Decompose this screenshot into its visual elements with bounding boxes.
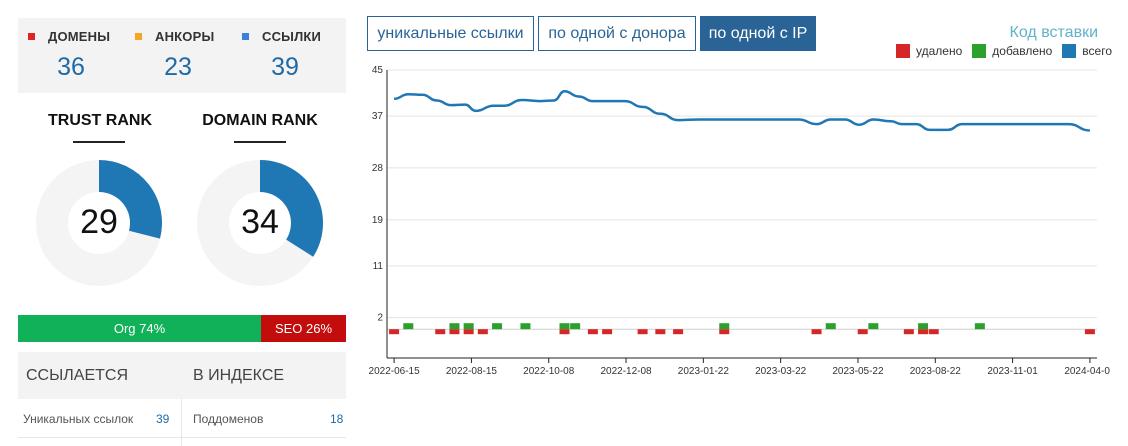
y-tick-label: 2 [377, 313, 383, 324]
added-bar [492, 323, 503, 330]
domain-rank-donut [197, 160, 323, 286]
divider [181, 399, 182, 446]
added-bar [868, 323, 879, 330]
x-tick-label: 2022-08-15 [446, 366, 498, 377]
stat-label: ССЫЛКИ [262, 29, 322, 44]
removed-bar [435, 329, 446, 335]
removed-bar [719, 329, 730, 335]
removed-bar [449, 329, 460, 335]
trust-rank-value: 29 [80, 203, 118, 241]
divider [18, 437, 346, 438]
seo-bar: SEO 26% [261, 315, 346, 342]
removed-bar [463, 329, 474, 335]
removed-bar [602, 329, 613, 335]
removed-bar [389, 329, 400, 335]
removed-bar [928, 329, 939, 335]
domain-rank-arc [259, 160, 323, 257]
links-chart: 45 37 28 19 11 2 2022-06-15 2022-08-15 2022-10-0… [369, 65, 1110, 377]
square-icon [28, 33, 35, 40]
removed-bar [673, 329, 684, 335]
removed-bar [559, 329, 570, 335]
stat-label: АНКОРЫ [155, 29, 215, 44]
x-tick-label: 2022-06-15 [369, 366, 421, 377]
removed-bar [811, 329, 822, 335]
unique-links-value[interactable]: 39 [156, 412, 170, 426]
y-tick-label: 11 [373, 261, 384, 272]
legend-label: удалено [916, 44, 963, 58]
removed-bar [587, 329, 598, 335]
stats-summary: ДОМЕНЫ 36 АНКОРЫ 23 ССЫЛКИ 39 [18, 18, 346, 93]
added-bar [559, 323, 570, 330]
x-tick-label: 2023-03-22 [755, 366, 807, 377]
embed-code-link[interactable]: Код вставки [1009, 24, 1098, 41]
trust-rank-title: TRUST RANK [48, 112, 152, 129]
y-tick-label: 45 [372, 65, 384, 76]
added-bar [403, 323, 414, 330]
square-icon [135, 33, 142, 40]
stat-value: 23 [164, 53, 192, 81]
unique-links-label: Уникальных ссылок [23, 412, 134, 426]
added-bar [520, 323, 531, 330]
y-tick-label: 37 [372, 111, 384, 122]
x-tick-label: 2023-05-22 [832, 366, 884, 377]
square-icon [242, 33, 249, 40]
stat-label: ДОМЕНЫ [48, 29, 111, 44]
removed-bar [918, 329, 929, 335]
removed-bar [637, 329, 648, 335]
added-bar [719, 323, 730, 330]
divider [234, 141, 286, 143]
added-bar [449, 323, 460, 330]
tab-unique-links[interactable]: уникальные ссылки [367, 16, 534, 51]
y-tick-label: 19 [372, 215, 384, 226]
added-bar [463, 323, 474, 330]
removed-bar [903, 329, 914, 335]
x-tick-label: 2023-11-01 [987, 366, 1038, 377]
col-header-links-to[interactable]: ССЫЛАЕТСЯ [26, 367, 128, 384]
domain-rank-title: DOMAIN RANK [202, 112, 318, 129]
x-tick-label: 2023-01-22 [678, 366, 730, 377]
divider [73, 141, 125, 143]
col-header-indexed[interactable]: В ИНДЕКСЕ [193, 367, 285, 384]
subdomains-label: Поддоменов [193, 412, 264, 426]
swatch-icon [1062, 44, 1077, 58]
legend-label: добавлено [992, 44, 1053, 58]
chart-legend: удалено добавлено всего [886, 44, 1112, 58]
legend-removed[interactable]: удалено [896, 44, 962, 58]
added-bar [974, 323, 985, 330]
subdomains-value[interactable]: 18 [330, 412, 344, 426]
added-bar [570, 323, 581, 330]
total-series-line [394, 90, 1090, 132]
trust-rank-arc [98, 160, 162, 239]
swatch-icon [896, 44, 910, 58]
x-tick-label: 2024-04-05 [1064, 366, 1110, 377]
stat-value: 39 [271, 53, 299, 81]
legend-added[interactable]: добавлено [972, 44, 1052, 58]
x-tick-label: 2022-10-08 [523, 366, 575, 377]
legend-label: всего [1082, 44, 1112, 58]
links-table-header: ССЫЛАЕТСЯ В ИНДЕКСЕ [18, 352, 346, 399]
y-tick-label: 28 [372, 163, 384, 174]
tab-one-per-donor[interactable]: по одной с донора [538, 16, 696, 51]
domain-rank-value: 34 [241, 203, 279, 241]
tab-one-per-ip[interactable]: по одной с IP [700, 16, 816, 51]
removed-bar [857, 329, 868, 335]
added-bar [825, 323, 836, 330]
x-tick-label: 2023-08-22 [910, 366, 962, 377]
x-tick-label: 2022-12-08 [600, 366, 652, 377]
swatch-icon [972, 44, 987, 58]
removed-bar [655, 329, 666, 335]
legend-total[interactable]: всего [1062, 44, 1112, 58]
org-bar: Org 74% [18, 315, 261, 342]
removed-bar [477, 329, 488, 335]
added-bar [918, 323, 929, 330]
trust-rank-donut [36, 160, 162, 286]
stat-value: 36 [57, 53, 85, 81]
removed-bar [1084, 329, 1095, 335]
